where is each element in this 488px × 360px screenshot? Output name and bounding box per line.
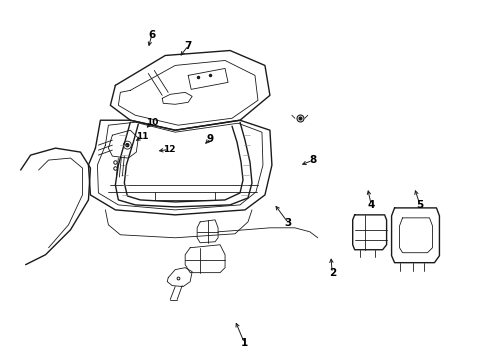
Text: 2: 2: [328, 268, 335, 278]
Text: 12: 12: [163, 145, 175, 154]
Circle shape: [125, 144, 128, 147]
Text: 7: 7: [184, 41, 192, 50]
Text: 3: 3: [284, 218, 291, 228]
Text: 11: 11: [136, 132, 148, 141]
Text: 4: 4: [367, 200, 374, 210]
Text: 5: 5: [416, 200, 423, 210]
Text: 9: 9: [206, 134, 213, 144]
Text: 1: 1: [241, 338, 247, 348]
Text: 8: 8: [308, 155, 316, 165]
Text: 10: 10: [145, 118, 158, 127]
Text: 6: 6: [148, 30, 155, 40]
